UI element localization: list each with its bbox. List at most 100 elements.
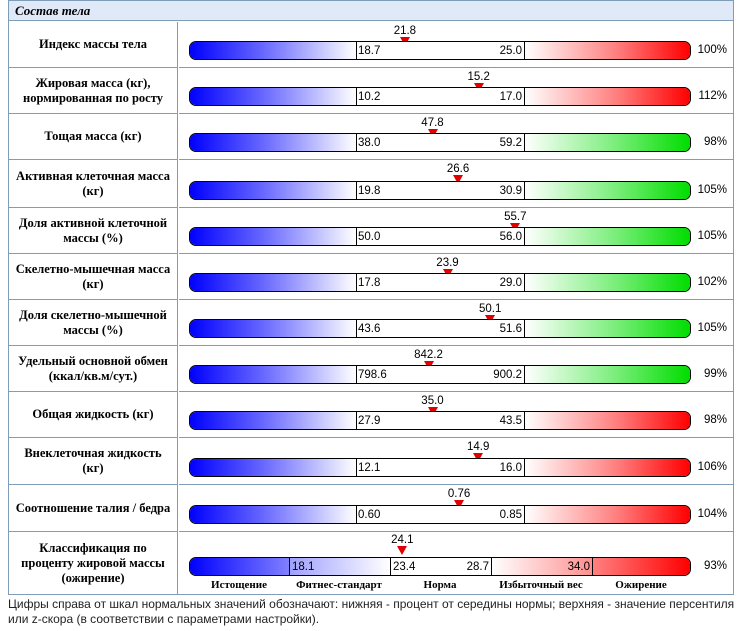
category-label: Фитнес-стандарт xyxy=(296,579,382,591)
body-composition-panel: Состав тела Индекс массы тела 21.8 18.7 25.… xyxy=(8,0,734,595)
norm-scale-bar: 18.7 25.0 xyxy=(189,41,691,60)
row-label: Жировая масса (кг), нормированная по рос… xyxy=(9,68,178,114)
measurement-row: Общая жидкость (кг) 35.0 27.9 43.5 98% xyxy=(9,392,733,438)
scale-norm-range: 50.0 56.0 xyxy=(357,228,525,245)
row-label: Соотношение талия / бедра xyxy=(9,485,178,532)
norm-scale-bar: 27.9 43.5 xyxy=(189,411,691,430)
tick-label: 18.1 xyxy=(292,561,315,573)
scale-above-norm xyxy=(525,134,690,151)
row-value-area: 842.2 798.6 900.2 99% xyxy=(179,346,733,392)
measurement-row: Внеклеточная жидкость (кг) 14.9 12.1 16.0 10… xyxy=(9,438,733,485)
measurement-row: Индекс массы тела 21.8 18.7 25.0 100% xyxy=(9,22,733,68)
category-label: Избыточный вес xyxy=(499,579,583,591)
scale-norm-range: 0.60 0.85 xyxy=(357,506,525,523)
down-triangle-icon xyxy=(454,500,465,509)
segment-overweight: 34.0 xyxy=(492,558,593,575)
scale-below-norm xyxy=(190,412,357,429)
norm-low-value: 10.2 xyxy=(358,91,381,103)
value-label: 14.9 xyxy=(466,441,490,453)
percent-value: 102% xyxy=(697,276,727,288)
percent-value: 106% xyxy=(697,461,727,473)
value-label: 50.1 xyxy=(478,303,502,315)
row-label: Внеклеточная жидкость (кг) xyxy=(9,438,178,485)
row-value-area: 0.76 0.60 0.85 104% xyxy=(179,485,733,532)
segment-obesity xyxy=(593,558,690,575)
measurement-row: Жировая масса (кг), нормированная по рос… xyxy=(9,68,733,114)
value-label: 842.2 xyxy=(414,349,443,361)
scale-above-norm xyxy=(525,228,690,245)
category-label: Ожирение xyxy=(615,579,667,591)
value-label: 55.7 xyxy=(504,211,527,223)
norm-scale-bar: 12.1 16.0 xyxy=(189,458,691,477)
value-marker: 26.6 xyxy=(438,163,478,184)
measurement-row: Доля скелетно-мышечной массы (%) 50.1 43.6… xyxy=(9,300,733,346)
row-label: Классификация по проценту жировой массы … xyxy=(9,532,178,595)
row-label: Общая жидкость (кг) xyxy=(9,392,178,438)
measurement-row: Доля активной клеточной массы (%) 55.7 50.… xyxy=(9,208,733,254)
row-value-area: 15.2 10.2 17.0 112% xyxy=(179,68,733,114)
row-label: Доля активной клеточной массы (%) xyxy=(9,208,178,254)
scale-norm-range: 17.8 29.0 xyxy=(357,274,525,291)
row-label: Тощая масса (кг) xyxy=(9,114,178,160)
norm-low-value: 27.9 xyxy=(358,415,381,427)
norm-low-value: 17.8 xyxy=(358,277,381,289)
norm-scale-bar: 38.0 59.2 xyxy=(189,133,691,152)
category-labels: Истощение Фитнес-стандарт Норма Избыточн… xyxy=(189,579,691,593)
scale-above-norm xyxy=(525,412,690,429)
scale-norm-range: 798.6 900.2 xyxy=(357,366,525,383)
norm-high-value: 30.9 xyxy=(499,185,522,197)
norm-low-value: 43.6 xyxy=(358,323,381,335)
percent-value: 100% xyxy=(697,44,727,56)
scale-norm-range: 43.6 51.6 xyxy=(357,320,525,337)
percent-value: 93% xyxy=(703,560,727,572)
row-label: Индекс массы тела xyxy=(9,22,178,68)
segment-exhaustion xyxy=(190,558,290,575)
norm-low-value: 19.8 xyxy=(358,185,381,197)
footnote: Цифры справа от шкал нормальных значений… xyxy=(8,597,735,626)
down-triangle-icon xyxy=(473,453,484,462)
norm-low-value: 798.6 xyxy=(358,369,387,381)
row-value-area: 55.7 50.0 56.0 105% xyxy=(179,208,733,254)
classification-row: Классификация по проценту жировой массы … xyxy=(9,532,733,595)
scale-norm-range: 27.9 43.5 xyxy=(357,412,525,429)
value-label: 23.9 xyxy=(436,257,459,269)
value-label: 26.6 xyxy=(446,163,470,175)
norm-scale-bar: 50.0 56.0 xyxy=(189,227,691,246)
norm-high-value: 16.0 xyxy=(499,462,522,474)
measurement-row: Активная клеточная масса (кг) 26.6 19.8 30.… xyxy=(9,160,733,208)
measurement-row: Удельный основной обмен (ккал/кв.м/сут.)… xyxy=(9,346,733,392)
value-label: 15.2 xyxy=(467,71,490,83)
norm-high-value: 25.0 xyxy=(499,45,522,57)
row-label: Скелетно-мышечная масса (кг) xyxy=(9,254,178,300)
tick-label: 28.7 xyxy=(466,561,489,573)
percent-value: 98% xyxy=(703,136,727,148)
row-value-area: 47.8 38.0 59.2 98% xyxy=(179,114,733,160)
norm-low-value: 50.0 xyxy=(358,231,381,243)
norm-high-value: 17.0 xyxy=(499,91,522,103)
scale-norm-range: 10.2 17.0 xyxy=(357,88,525,105)
category-label: Норма xyxy=(423,579,457,591)
scale-above-norm xyxy=(525,366,690,383)
category-label: Истощение xyxy=(211,579,267,591)
scale-above-norm xyxy=(525,459,690,476)
value-label: 21.8 xyxy=(393,25,417,37)
norm-low-value: 38.0 xyxy=(358,137,381,149)
norm-low-value: 12.1 xyxy=(358,462,381,474)
scale-below-norm xyxy=(190,459,357,476)
norm-scale-bar: 17.8 29.0 xyxy=(189,273,691,292)
value-label: 47.8 xyxy=(421,117,444,129)
classification-scale: 18.1 23.4 28.7 34.0 xyxy=(189,557,691,576)
scale-above-norm xyxy=(525,88,690,105)
norm-high-value: 0.85 xyxy=(499,509,522,521)
measurement-row: Скелетно-мышечная масса (кг) 23.9 17.8 29.0… xyxy=(9,254,733,300)
norm-low-value: 18.7 xyxy=(358,45,381,57)
row-label: Активная клеточная масса (кг) xyxy=(9,160,178,208)
scale-norm-range: 38.0 59.2 xyxy=(357,134,525,151)
norm-scale-bar: 0.60 0.85 xyxy=(189,505,691,524)
scale-below-norm xyxy=(190,228,357,245)
scale-norm-range: 18.7 25.0 xyxy=(357,42,525,59)
norm-high-value: 29.0 xyxy=(499,277,522,289)
norm-high-value: 56.0 xyxy=(499,231,522,243)
value-marker: 14.9 xyxy=(458,441,498,462)
row-value-area: 21.8 18.7 25.0 100% xyxy=(179,22,733,68)
